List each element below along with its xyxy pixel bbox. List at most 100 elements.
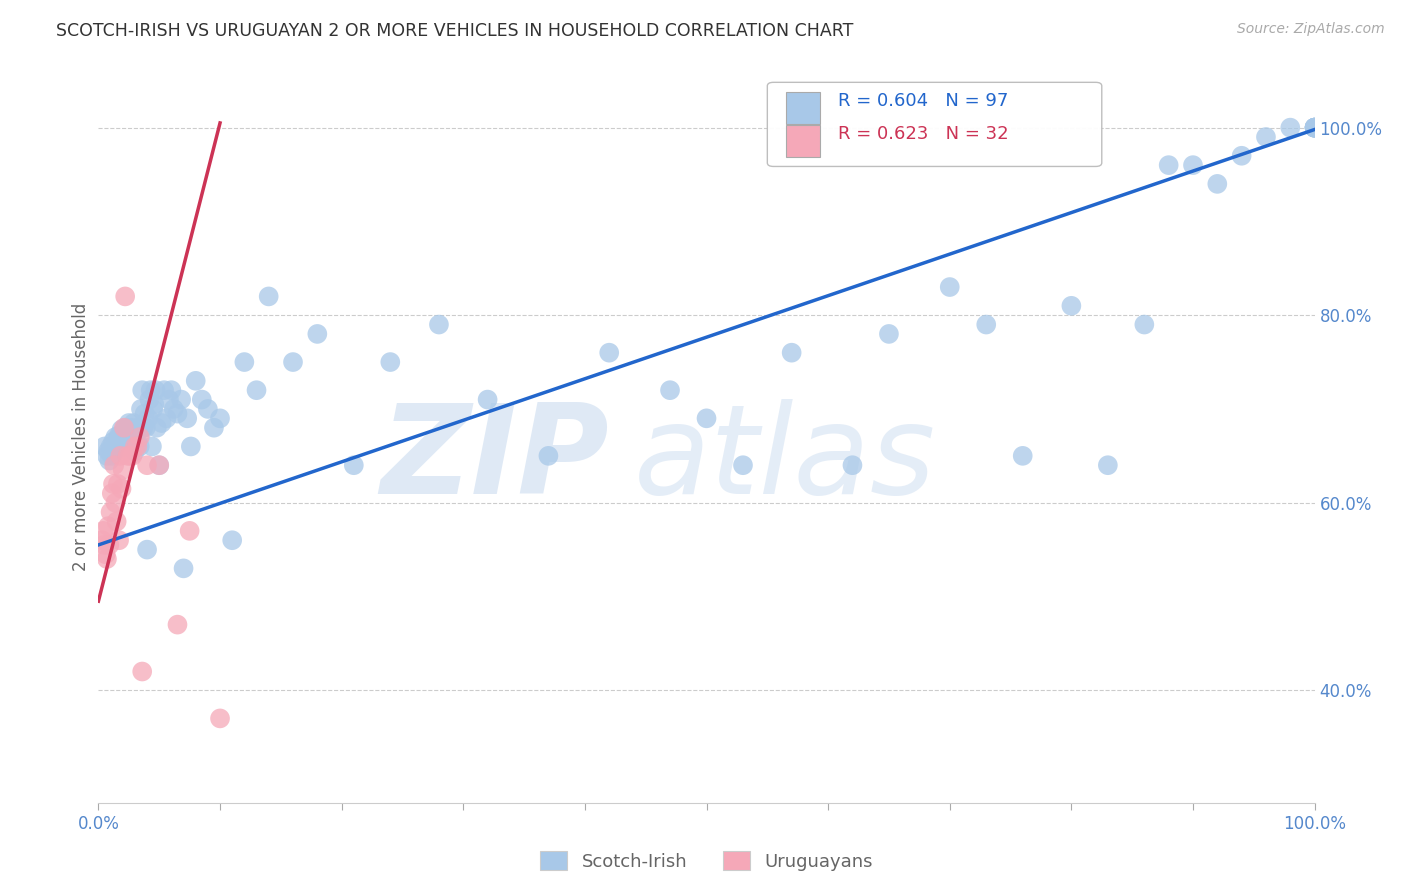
Y-axis label: 2 or more Vehicles in Household: 2 or more Vehicles in Household: [72, 303, 90, 571]
Point: [121, 440, 143, 454]
Point: [124, 444, 146, 458]
Point: [257, 289, 280, 303]
Point: [104, 496, 127, 510]
Point: [148, 458, 170, 473]
Point: [1303, 120, 1326, 135]
Point: [118, 449, 141, 463]
Point: [1279, 120, 1302, 135]
Point: [1182, 158, 1205, 172]
Point: [841, 458, 863, 473]
Point: [105, 515, 128, 529]
Point: [121, 449, 143, 463]
Point: [180, 440, 202, 454]
Point: [166, 407, 188, 421]
Point: [93, 440, 115, 454]
Point: [1133, 318, 1156, 332]
FancyBboxPatch shape: [768, 82, 1102, 167]
Point: [118, 416, 141, 430]
Point: [659, 383, 682, 397]
Point: [128, 440, 150, 454]
Point: [142, 401, 165, 416]
Point: [118, 430, 141, 444]
Point: [307, 326, 329, 341]
Point: [1303, 120, 1326, 135]
Point: [939, 280, 962, 294]
Point: [104, 430, 127, 444]
Point: [107, 477, 129, 491]
Point: [136, 411, 159, 425]
Point: [598, 345, 620, 359]
Point: [139, 383, 162, 397]
Point: [170, 392, 193, 407]
Point: [150, 416, 173, 430]
Point: [191, 392, 214, 407]
Point: [173, 561, 195, 575]
Point: [974, 318, 997, 332]
Point: [100, 440, 122, 454]
Point: [122, 416, 145, 430]
Point: [110, 482, 132, 496]
Point: [780, 345, 803, 359]
Point: [1206, 177, 1229, 191]
Point: [1157, 158, 1180, 172]
Point: [125, 425, 148, 440]
Point: [108, 428, 131, 442]
Point: [96, 552, 118, 566]
Point: [127, 440, 149, 454]
Point: [233, 355, 256, 369]
Point: [1303, 120, 1326, 135]
Point: [380, 355, 402, 369]
Point: [143, 397, 166, 411]
Point: [281, 355, 304, 369]
Point: [148, 458, 170, 473]
Point: [209, 711, 232, 725]
Point: [1303, 120, 1326, 135]
Point: [115, 430, 138, 444]
Point: [128, 430, 150, 444]
Text: atlas: atlas: [634, 399, 935, 519]
Point: [127, 434, 149, 449]
Point: [153, 383, 176, 397]
Point: [1060, 299, 1083, 313]
Point: [117, 449, 139, 463]
Point: [93, 538, 115, 552]
Point: [134, 407, 156, 421]
Point: [136, 458, 159, 473]
Point: [98, 538, 121, 552]
Point: [176, 411, 198, 425]
Point: [97, 444, 120, 458]
Text: ZIP: ZIP: [381, 399, 609, 519]
Point: [114, 289, 136, 303]
Point: [166, 617, 188, 632]
Point: [101, 477, 124, 491]
Point: [131, 665, 153, 679]
Point: [101, 486, 124, 500]
Text: R = 0.604   N = 97: R = 0.604 N = 97: [838, 92, 1008, 110]
Point: [111, 434, 134, 449]
Point: [101, 434, 124, 449]
Point: [245, 383, 267, 397]
Point: [108, 533, 131, 548]
Point: [111, 463, 134, 477]
Point: [136, 542, 159, 557]
Text: Source: ZipAtlas.com: Source: ZipAtlas.com: [1237, 22, 1385, 37]
Point: [112, 420, 135, 434]
Point: [128, 420, 150, 434]
Point: [96, 449, 118, 463]
Text: SCOTCH-IRISH VS URUGUAYAN 2 OR MORE VEHICLES IN HOUSEHOLD CORRELATION CHART: SCOTCH-IRISH VS URUGUAYAN 2 OR MORE VEHI…: [56, 22, 853, 40]
Point: [343, 458, 366, 473]
Point: [124, 440, 146, 454]
Point: [1254, 130, 1277, 145]
Point: [138, 392, 160, 407]
Point: [477, 392, 499, 407]
Point: [184, 374, 207, 388]
Point: [91, 524, 114, 538]
Point: [129, 401, 152, 416]
Point: [101, 449, 124, 463]
Point: [163, 401, 186, 416]
Point: [160, 383, 183, 397]
FancyBboxPatch shape: [786, 92, 820, 124]
Point: [1303, 120, 1326, 135]
Point: [221, 533, 243, 548]
Point: [94, 547, 117, 561]
